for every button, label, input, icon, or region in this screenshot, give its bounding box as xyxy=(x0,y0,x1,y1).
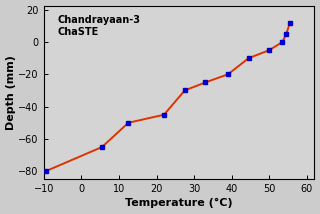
Text: Chandrayaan-3
ChaSTE: Chandrayaan-3 ChaSTE xyxy=(57,15,140,37)
X-axis label: Temperature (°C): Temperature (°C) xyxy=(125,198,233,208)
Y-axis label: Depth (mm): Depth (mm) xyxy=(5,55,16,130)
